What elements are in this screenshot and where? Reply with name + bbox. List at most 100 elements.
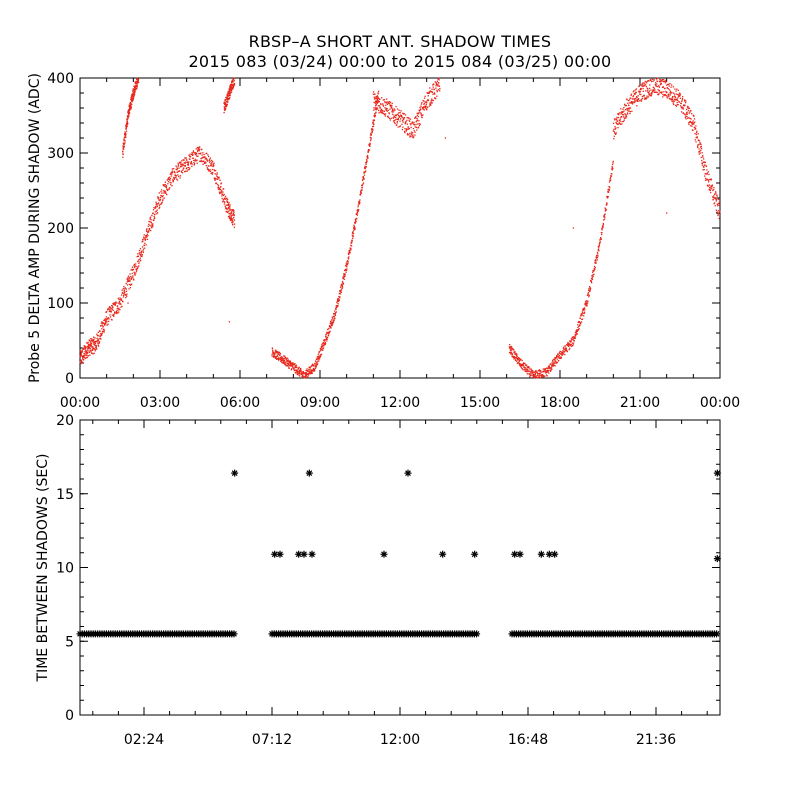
top-data-point	[586, 302, 588, 304]
top-data-point	[675, 99, 677, 101]
top-data-point	[163, 185, 166, 187]
top-data-point	[648, 80, 650, 82]
top-data-point	[113, 312, 116, 314]
top-data-point	[629, 112, 631, 115]
top-data-point	[548, 372, 550, 374]
top-data-point	[554, 358, 556, 361]
top-data-point	[361, 184, 364, 187]
top-data-point	[530, 372, 532, 374]
top-data-point	[371, 128, 374, 130]
top-data-point	[716, 195, 718, 197]
top-data-point	[667, 96, 669, 98]
top-data-point	[227, 216, 230, 218]
top-data-point	[204, 156, 206, 158]
top-data-point	[203, 160, 205, 162]
top-data-point	[665, 79, 667, 82]
top-data-point	[293, 367, 295, 369]
top-data-point	[621, 111, 623, 114]
top-data-point	[219, 192, 221, 195]
top-data-point	[115, 311, 118, 314]
top-data-point	[706, 173, 708, 175]
top-data-point	[519, 363, 521, 365]
top-data-point	[717, 213, 719, 215]
top-data-point	[114, 303, 116, 305]
top-data-point	[377, 98, 379, 100]
top-data-point	[132, 90, 134, 93]
top-data-point	[664, 82, 667, 84]
top-data-point	[230, 85, 232, 88]
top-data-point	[700, 149, 702, 151]
top-data-point	[405, 120, 407, 123]
top-data-point	[570, 340, 572, 343]
top-data-point	[277, 358, 279, 360]
top-data-point	[280, 358, 282, 360]
top-data-point	[350, 249, 352, 251]
top-data-point	[394, 116, 396, 118]
top-data-point	[421, 116, 423, 119]
top-data-point	[363, 171, 365, 173]
top-data-point	[698, 143, 700, 146]
top-data-point	[608, 188, 611, 190]
top-data-point	[204, 161, 207, 163]
top-data-point	[312, 370, 314, 372]
top-data-point	[281, 356, 283, 358]
top-data-point	[124, 293, 127, 296]
top-data-point	[111, 307, 113, 309]
top-data-point	[546, 375, 548, 377]
top-data-point	[169, 181, 171, 184]
top-data-point	[177, 171, 179, 173]
top-x-tick-label: 00:00	[60, 395, 100, 411]
top-data-point	[289, 364, 291, 366]
top-data-point	[230, 212, 232, 214]
top-data-point	[209, 158, 211, 161]
top-data-point	[202, 157, 204, 159]
top-data-point	[432, 99, 435, 102]
top-data-point	[130, 106, 132, 108]
top-data-point	[599, 241, 601, 243]
top-data-point	[577, 321, 579, 324]
top-data-point	[86, 354, 88, 357]
top-data-point	[191, 165, 193, 167]
top-data-point	[631, 98, 634, 100]
top-data-point	[215, 182, 218, 185]
top-data-point	[130, 278, 132, 281]
top-data-point	[347, 258, 350, 260]
top-data-point	[652, 86, 655, 88]
top-data-point	[92, 347, 94, 350]
top-data-point	[514, 352, 516, 354]
top-data-point	[218, 187, 220, 190]
top-data-point	[112, 306, 114, 309]
top-data-point	[630, 94, 632, 97]
top-data-point	[155, 201, 157, 203]
top-data-point	[232, 78, 235, 80]
top-data-point	[154, 217, 156, 219]
top-data-point	[540, 377, 542, 379]
top-data-point	[230, 214, 232, 216]
top-data-point	[181, 172, 184, 174]
top-data-point	[619, 123, 622, 125]
top-data-point	[226, 200, 228, 202]
top-data-point	[384, 101, 386, 104]
top-data-point	[693, 118, 696, 120]
top-data-point	[211, 173, 213, 175]
top-data-point	[213, 164, 215, 166]
top-data-point	[179, 175, 182, 177]
top-data-point	[579, 323, 582, 325]
top-data-point	[136, 86, 138, 88]
top-data-point	[191, 153, 193, 156]
top-y-tick-label: 0	[65, 371, 74, 387]
top-data-point	[437, 88, 440, 91]
top-data-point	[219, 189, 222, 191]
top-data-point	[231, 81, 234, 83]
top-data-point	[676, 99, 679, 102]
top-data-point	[182, 163, 184, 165]
top-data-point	[220, 192, 223, 194]
top-data-point	[92, 340, 94, 342]
top-data-point	[343, 273, 345, 275]
top-data-point	[133, 266, 136, 268]
top-data-point	[137, 253, 139, 255]
top-data-point	[277, 352, 279, 354]
top-data-point	[89, 343, 92, 345]
top-data-point	[696, 137, 698, 139]
top-data-point	[299, 368, 302, 370]
